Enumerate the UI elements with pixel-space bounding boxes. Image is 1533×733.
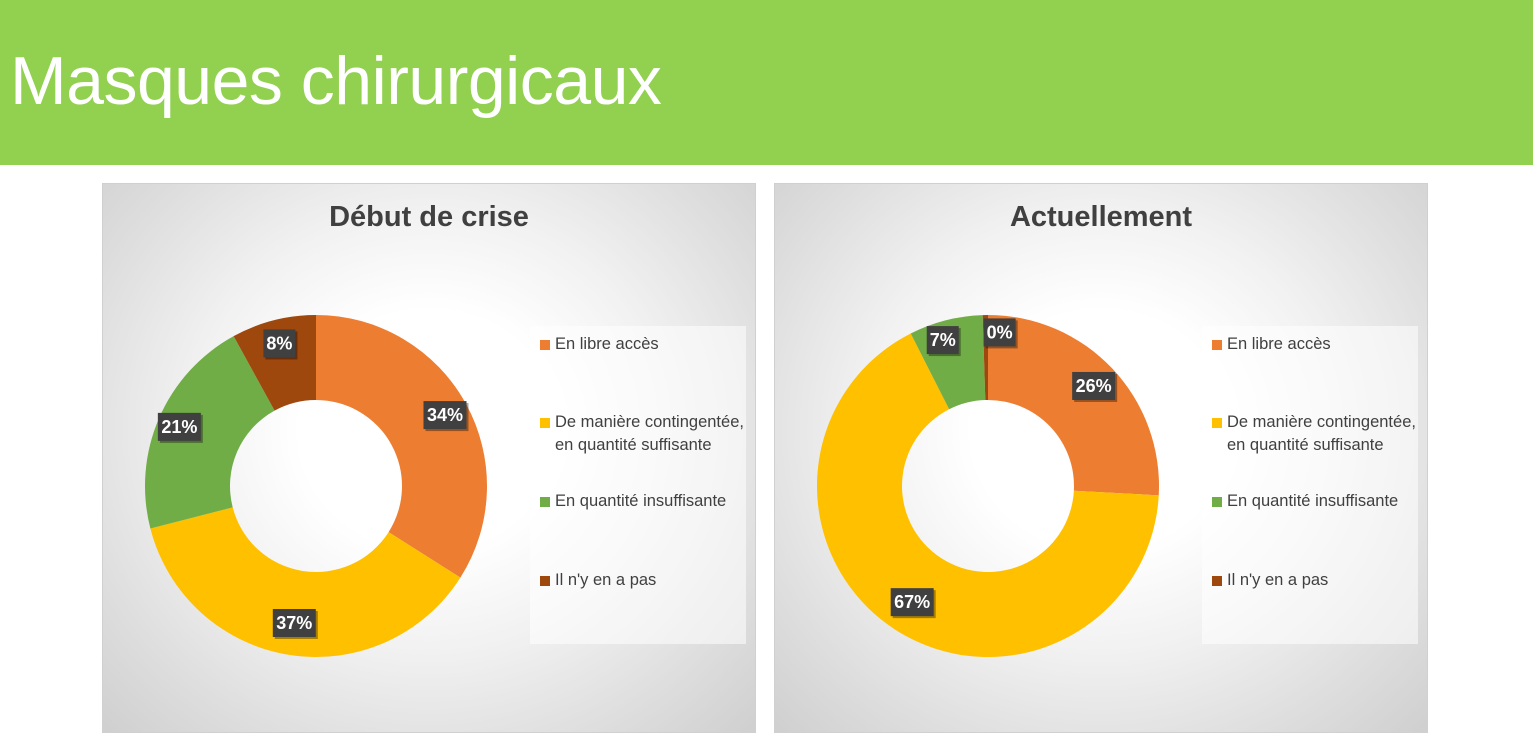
legend-item-libre-acces: En libre accès <box>1212 333 1418 356</box>
legend-swatch <box>540 576 550 586</box>
chart-legend: En libre accès De manière contingentée, … <box>530 326 746 644</box>
data-label-1: 34% <box>423 401 469 432</box>
legend-item-il-n-y-en-a-pas: Il n'y en a pas <box>1212 569 1418 592</box>
data-label-box <box>423 401 467 430</box>
data-label-text: 37% <box>276 613 312 633</box>
legend-swatch <box>1212 497 1222 507</box>
data-label-4: 0% <box>983 318 1018 349</box>
chart-legend: En libre accès De manière contingentée, … <box>1202 326 1418 644</box>
data-label-text: 26% <box>1076 376 1112 396</box>
data-label-2: 37% <box>272 608 318 639</box>
legend-label: De manière contingentée, en quantité suf… <box>1227 413 1416 454</box>
data-label-text: 34% <box>427 405 463 425</box>
donut-chart-actuellement: 26% 67% 7% 0% <box>817 315 1159 657</box>
donut-chart-debut: 34% 37% 21% 8% <box>145 315 487 657</box>
page-title: Masques chirurgicaux <box>10 43 662 119</box>
donut-slice-2[interactable] <box>150 507 461 657</box>
donut-slice-2[interactable] <box>817 333 1159 657</box>
data-label-text: 8% <box>266 333 292 353</box>
data-label-box <box>272 608 316 637</box>
legend-item-contingentee: De manière contingentée, en quantité suf… <box>1212 411 1418 457</box>
data-label-text: 7% <box>930 330 956 350</box>
legend-label: En libre accès <box>555 335 659 353</box>
legend-item-insuffisante: En quantité insuffisante <box>1212 490 1418 513</box>
legend-swatch <box>1212 340 1222 350</box>
data-label-text: 21% <box>161 417 197 437</box>
legend-item-il-n-y-en-a-pas: Il n'y en a pas <box>540 569 746 592</box>
data-label-3: 7% <box>926 326 961 357</box>
donut-slice-1[interactable] <box>316 315 487 578</box>
legend-label: Il n'y en a pas <box>1227 571 1329 589</box>
donut-slices <box>145 315 487 657</box>
donut-slices <box>817 315 1159 657</box>
legend-item-insuffisante: En quantité insuffisante <box>540 490 746 513</box>
data-label-box <box>1072 371 1116 400</box>
legend-label: En libre accès <box>1227 335 1331 353</box>
data-label-box <box>926 326 959 355</box>
data-label-2: 67% <box>890 588 936 619</box>
chart-debut-de-crise[interactable]: 34% 37% 21% 8% Début de crise En libre accè… <box>102 183 756 733</box>
legend-item-contingentee: De manière contingentée, en quantité suf… <box>540 411 746 457</box>
data-label-text: 67% <box>894 592 930 612</box>
donut-slice-4[interactable] <box>233 315 316 411</box>
legend-swatch <box>540 418 550 428</box>
data-label-4: 8% <box>263 329 298 360</box>
legend-label: En quantité insuffisante <box>1227 492 1399 510</box>
legend-swatch <box>540 497 550 507</box>
legend-label: Il n'y en a pas <box>555 571 657 589</box>
chart-title: Actuellement <box>1009 201 1193 233</box>
donut-slice-3[interactable] <box>145 336 275 529</box>
legend-swatch <box>540 340 550 350</box>
chart-actuellement[interactable]: 26% 67% 7% 0% Actuellement En libre accès D… <box>774 183 1428 733</box>
data-label-box <box>890 588 934 617</box>
legend-label: De manière contingentée, en quantité suf… <box>555 413 744 454</box>
data-label-text: 0% <box>987 322 1013 342</box>
legend-item-libre-acces: En libre accès <box>540 333 746 356</box>
donut-slice-1[interactable] <box>988 315 1159 496</box>
data-label-3: 21% <box>157 412 203 443</box>
title-banner: Masques chirurgicaux <box>0 0 1533 165</box>
data-label-box <box>983 318 1016 347</box>
legend-label: En quantité insuffisante <box>555 492 727 510</box>
data-label-box <box>157 412 201 441</box>
legend-swatch <box>1212 418 1222 428</box>
data-label-1: 26% <box>1072 371 1118 402</box>
data-label-box <box>263 329 296 358</box>
legend-swatch <box>1212 576 1222 586</box>
chart-title: Début de crise <box>329 201 529 233</box>
